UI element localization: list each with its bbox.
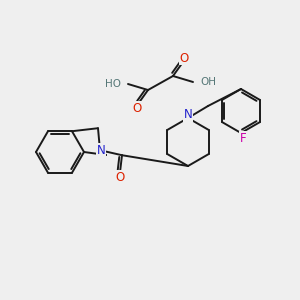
Text: O: O [116, 171, 124, 184]
Text: HO: HO [105, 79, 121, 89]
Text: O: O [132, 101, 142, 115]
Text: F: F [240, 131, 246, 145]
Text: O: O [179, 52, 189, 64]
Text: OH: OH [200, 77, 216, 87]
Text: N: N [184, 109, 192, 122]
Text: N: N [97, 144, 105, 157]
